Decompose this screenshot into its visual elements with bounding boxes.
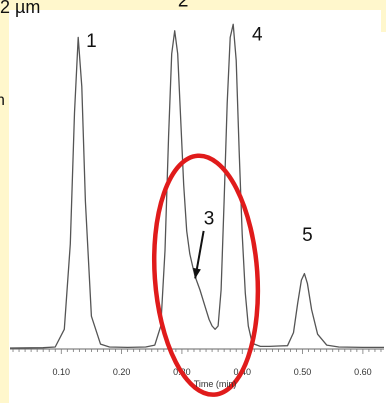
series-layer (9, 23, 384, 349)
peak-label-1: 1 (86, 31, 97, 52)
series-line (9, 23, 384, 349)
highlight-ellipse (151, 153, 261, 397)
x-tick-label: 0.10 (53, 367, 71, 377)
peak-label-4: 4 (252, 25, 263, 46)
x-tick-label: 0.60 (354, 367, 372, 377)
x-axis: 0.10 0.20 0.30 0.40 0.50 0.60 (10, 348, 384, 377)
arrow-head (193, 267, 201, 279)
side-letter: n (0, 92, 5, 109)
annotations (151, 153, 261, 397)
peak-label-3: 3 (204, 208, 215, 229)
x-tick-label: 0.20 (113, 367, 131, 377)
x-axis-title: Time (min) (194, 379, 237, 389)
peak-label-5: 5 (302, 225, 313, 246)
corner-caption: 2 µm (0, 0, 41, 17)
x-tick-label: 0.50 (294, 367, 312, 377)
yellow-side-band (0, 0, 9, 403)
peak-labels: 1 2 3 4 5 (86, 0, 313, 246)
peak-label-2: 2 (178, 0, 189, 11)
